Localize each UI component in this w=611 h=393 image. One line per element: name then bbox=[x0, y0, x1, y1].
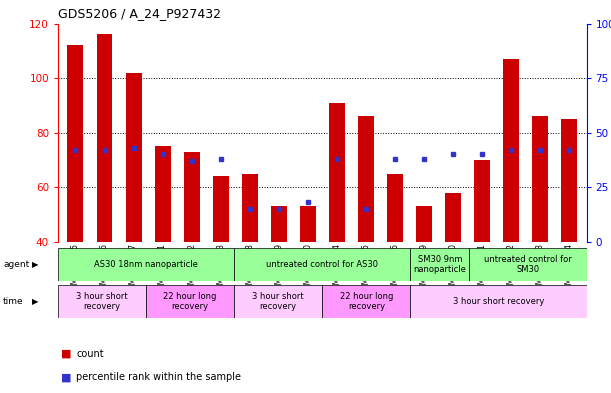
Bar bbox=[58, 248, 234, 281]
Bar bbox=[411, 248, 469, 281]
Bar bbox=[561, 119, 577, 242]
Bar bbox=[416, 206, 432, 242]
Bar bbox=[67, 45, 84, 242]
Bar bbox=[58, 285, 146, 318]
Bar bbox=[503, 59, 519, 242]
Bar bbox=[445, 193, 461, 242]
Bar bbox=[97, 35, 112, 242]
Text: 3 hour short
recovery: 3 hour short recovery bbox=[76, 292, 128, 311]
Text: percentile rank within the sample: percentile rank within the sample bbox=[76, 372, 241, 382]
Text: untreated control for
SM30: untreated control for SM30 bbox=[484, 255, 572, 274]
Text: GDS5206 / A_24_P927432: GDS5206 / A_24_P927432 bbox=[58, 7, 221, 20]
Bar bbox=[146, 285, 234, 318]
Bar bbox=[411, 285, 587, 318]
Bar bbox=[387, 174, 403, 242]
Text: count: count bbox=[76, 349, 104, 359]
Bar bbox=[329, 103, 345, 242]
Text: time: time bbox=[3, 297, 24, 306]
Bar bbox=[126, 73, 142, 242]
Text: ▶: ▶ bbox=[32, 260, 38, 269]
Text: 22 hour long
recovery: 22 hour long recovery bbox=[340, 292, 393, 311]
Bar bbox=[242, 174, 258, 242]
Text: ■: ■ bbox=[61, 372, 71, 382]
Bar bbox=[271, 206, 287, 242]
Bar bbox=[155, 146, 170, 242]
Bar bbox=[300, 206, 316, 242]
Text: untreated control for AS30: untreated control for AS30 bbox=[266, 260, 378, 269]
Text: ■: ■ bbox=[61, 349, 71, 359]
Text: SM30 9nm
nanoparticle: SM30 9nm nanoparticle bbox=[413, 255, 466, 274]
Bar bbox=[358, 116, 374, 242]
Bar bbox=[323, 285, 411, 318]
Text: AS30 18nm nanoparticle: AS30 18nm nanoparticle bbox=[94, 260, 198, 269]
Bar bbox=[213, 176, 229, 242]
Text: agent: agent bbox=[3, 260, 29, 269]
Text: 3 hour short
recovery: 3 hour short recovery bbox=[252, 292, 304, 311]
Text: 3 hour short recovery: 3 hour short recovery bbox=[453, 297, 544, 306]
Bar bbox=[474, 160, 490, 242]
Bar bbox=[234, 248, 411, 281]
Text: 22 hour long
recovery: 22 hour long recovery bbox=[164, 292, 217, 311]
Text: ▶: ▶ bbox=[32, 297, 38, 306]
Bar bbox=[532, 116, 548, 242]
Bar bbox=[469, 248, 587, 281]
Bar bbox=[234, 285, 323, 318]
Bar bbox=[184, 152, 200, 242]
